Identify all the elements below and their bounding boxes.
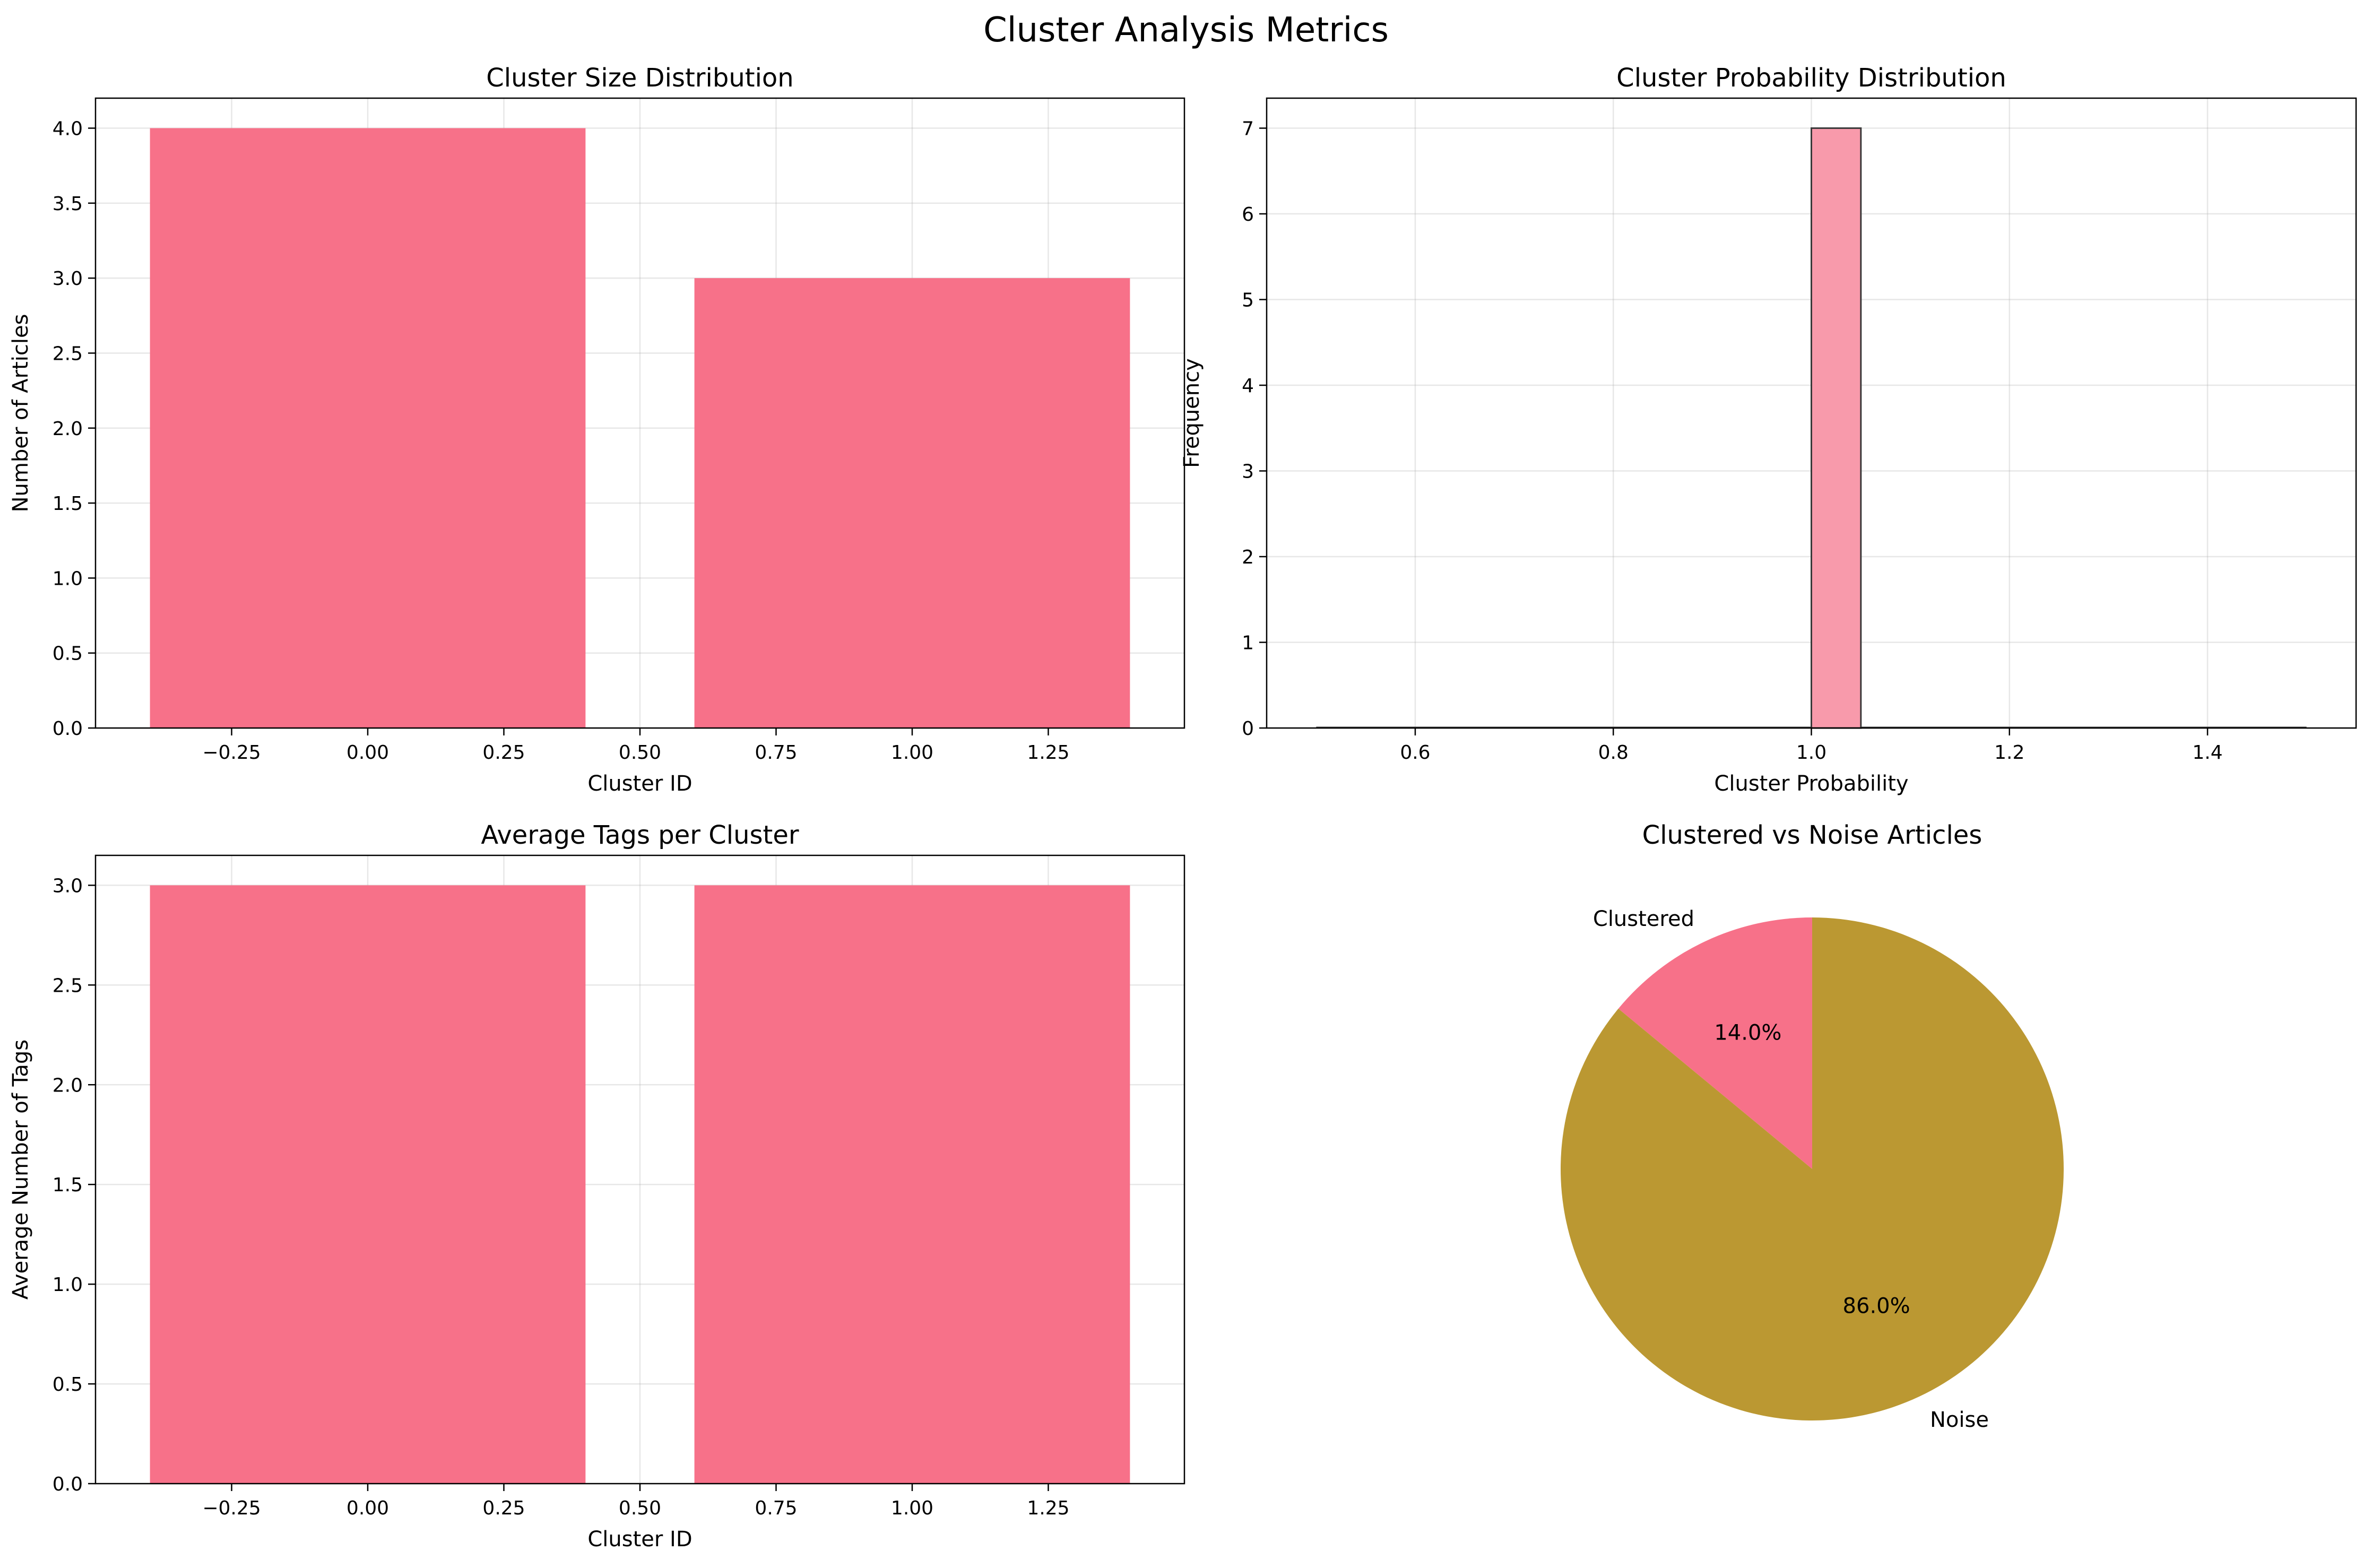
clustered-vs-noise-pie: Clustered vs Noise Articles Clustered 14.0… bbox=[1561, 820, 2064, 1432]
y-tick-label: 2.0 bbox=[53, 1075, 83, 1096]
x-ticks: −0.25 0.00 0.25 0.50 0.75 1.00 1.25 bbox=[202, 728, 1070, 764]
y-tick-label: 0.0 bbox=[53, 718, 83, 740]
y-axis-label: Number of Articles bbox=[8, 314, 33, 513]
y-tick-label: 4.0 bbox=[53, 118, 83, 140]
y-tick-label: 0.5 bbox=[53, 1374, 83, 1396]
x-tick-label: 0.75 bbox=[755, 1497, 797, 1519]
y-axis-label: Average Number of Tags bbox=[8, 1039, 33, 1300]
bar-cluster-1 bbox=[694, 278, 1130, 728]
pie-slice-label: Clustered bbox=[1593, 907, 1694, 931]
y-tick-label: 1.0 bbox=[53, 1274, 83, 1296]
histogram-bar bbox=[1811, 127, 1862, 729]
axes-title: Cluster Probability Distribution bbox=[1616, 63, 2006, 93]
y-tick-label: 1 bbox=[1242, 633, 1254, 654]
bars bbox=[150, 885, 1130, 1484]
x-tick-label: 0.50 bbox=[619, 742, 661, 764]
x-axis-label: Cluster Probability bbox=[1714, 772, 1908, 796]
y-tick-label: 5 bbox=[1242, 290, 1254, 311]
x-tick-label: 0.25 bbox=[482, 1497, 525, 1519]
y-tick-label: 1.5 bbox=[53, 1174, 83, 1196]
y-tick-label: 6 bbox=[1242, 204, 1254, 226]
x-tick-label: 1.4 bbox=[2192, 742, 2222, 764]
x-tick-label: 0.50 bbox=[619, 1497, 661, 1519]
pie-percentage-label: 14.0% bbox=[1714, 1021, 1781, 1045]
x-ticks: −0.25 0.00 0.25 0.50 0.75 1.00 1.25 bbox=[202, 1484, 1070, 1519]
x-tick-label: −0.25 bbox=[202, 742, 261, 764]
y-tick-label: 4 bbox=[1242, 375, 1254, 397]
bars bbox=[150, 128, 1130, 728]
y-tick-label: 1.0 bbox=[53, 568, 83, 590]
y-tick-label: 0.0 bbox=[53, 1474, 83, 1495]
x-ticks: 0.6 0.8 1.0 1.2 1.4 bbox=[1400, 728, 2223, 764]
y-ticks: 0.0 0.5 1.0 1.5 2.0 2.5 3.0 3.5 4.0 bbox=[53, 118, 96, 740]
figure-title: Cluster Analysis Metrics bbox=[983, 11, 1389, 50]
x-tick-label: −0.25 bbox=[202, 1497, 261, 1519]
average-tags-chart: −0.25 0.00 0.25 0.50 0.75 1.00 1.25 0.0 0.5 1.0 1.… bbox=[8, 820, 1185, 1552]
x-tick-label: 1.00 bbox=[891, 742, 933, 764]
x-tick-label: 0.75 bbox=[755, 742, 797, 764]
y-tick-label: 3 bbox=[1242, 461, 1254, 483]
y-tick-label: 2.0 bbox=[53, 418, 83, 440]
bar-cluster-0 bbox=[150, 128, 586, 728]
y-axis-label: Frequency bbox=[1180, 358, 1204, 468]
x-tick-label: 1.2 bbox=[1994, 742, 2024, 764]
y-tick-label: 0.5 bbox=[53, 643, 83, 665]
x-axis-label: Cluster ID bbox=[587, 1527, 692, 1552]
y-tick-label: 2.5 bbox=[53, 975, 83, 997]
x-tick-label: 1.0 bbox=[1796, 742, 1826, 764]
pie-slice-label: Noise bbox=[1930, 1408, 1989, 1432]
y-tick-label: 7 bbox=[1242, 118, 1254, 140]
axes-title: Clustered vs Noise Articles bbox=[1642, 820, 1983, 850]
x-tick-label: 1.00 bbox=[891, 1497, 933, 1519]
x-tick-label: 0.00 bbox=[347, 742, 389, 764]
cluster-probability-chart: 0.6 0.8 1.0 1.2 1.4 0 1 2 3 4 5 6 7 Cluster Probabili… bbox=[1180, 63, 2357, 796]
y-tick-label: 3.5 bbox=[53, 193, 83, 215]
y-tick-label: 3.0 bbox=[53, 875, 83, 897]
y-tick-label: 2 bbox=[1242, 547, 1254, 568]
y-ticks: 0 1 2 3 4 5 6 7 bbox=[1242, 118, 1267, 740]
x-tick-label: 0.8 bbox=[1598, 742, 1629, 764]
bar-cluster-0 bbox=[150, 885, 586, 1484]
y-ticks: 0.0 0.5 1.0 1.5 2.0 2.5 3.0 bbox=[53, 875, 96, 1495]
axes-title: Average Tags per Cluster bbox=[481, 820, 799, 850]
cluster-size-chart: −0.25 0.00 0.25 0.50 0.75 1.00 1.25 0.0 0.5 1.0 1.… bbox=[8, 63, 1185, 796]
y-tick-label: 0 bbox=[1242, 718, 1254, 740]
x-tick-label: 0.6 bbox=[1400, 742, 1430, 764]
x-tick-label: 1.25 bbox=[1027, 1497, 1069, 1519]
x-tick-label: 1.25 bbox=[1027, 742, 1069, 764]
x-axis-label: Cluster ID bbox=[587, 772, 692, 796]
bar-cluster-1 bbox=[694, 885, 1130, 1484]
axes-title: Cluster Size Distribution bbox=[486, 63, 793, 93]
x-tick-label: 0.25 bbox=[482, 742, 525, 764]
y-tick-label: 3.0 bbox=[53, 268, 83, 290]
x-tick-label: 0.00 bbox=[347, 1497, 389, 1519]
pie-slice-clustered bbox=[1618, 917, 1812, 1169]
y-tick-label: 2.5 bbox=[53, 343, 83, 365]
pie-percentage-label: 86.0% bbox=[1843, 1294, 1910, 1318]
y-tick-label: 1.5 bbox=[53, 493, 83, 515]
pie-slice-noise bbox=[1561, 917, 2064, 1420]
